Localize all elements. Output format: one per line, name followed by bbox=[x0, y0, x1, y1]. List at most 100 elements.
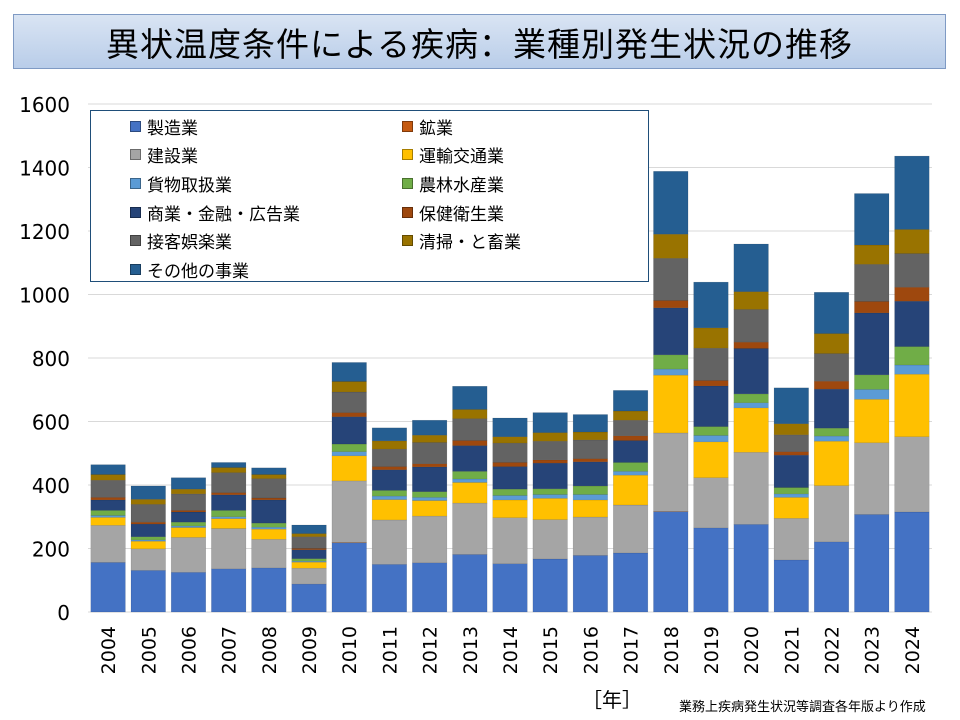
bar-segment bbox=[130, 521, 166, 525]
bar-segment bbox=[371, 466, 407, 471]
x-tick-label: 2005 bbox=[138, 626, 160, 674]
bar-segment bbox=[613, 504, 649, 554]
bar-segment bbox=[693, 380, 729, 387]
legend-item: 清掃・と畜業 bbox=[402, 228, 521, 254]
bar-stack-2012 bbox=[412, 419, 448, 613]
bar-segment bbox=[894, 155, 930, 230]
legend-swatch bbox=[130, 264, 141, 275]
bar-segment bbox=[130, 570, 166, 613]
bar-segment bbox=[211, 494, 247, 511]
bar-segment bbox=[733, 348, 769, 395]
bar-segment bbox=[412, 497, 448, 501]
bar-segment bbox=[371, 495, 407, 500]
bar-segment bbox=[733, 309, 769, 343]
legend-swatch bbox=[402, 149, 413, 161]
bar-segment bbox=[130, 548, 166, 571]
bar-segment bbox=[170, 477, 207, 490]
bar-segment bbox=[211, 492, 247, 496]
bar-segment bbox=[331, 455, 367, 482]
bar-segment bbox=[613, 474, 649, 506]
bar-segment bbox=[452, 440, 488, 446]
bar-segment bbox=[211, 472, 247, 493]
bar-segment bbox=[90, 479, 126, 498]
bar-segment bbox=[773, 451, 809, 456]
bar-segment bbox=[854, 193, 890, 246]
bar-segment bbox=[572, 431, 608, 441]
bar-segment bbox=[412, 500, 448, 517]
y-tick-label: 0 bbox=[57, 601, 70, 625]
bar-segment bbox=[291, 560, 327, 563]
bar-segment bbox=[291, 567, 327, 585]
bar-segment bbox=[532, 462, 568, 490]
bar-segment bbox=[813, 333, 850, 354]
bar-segment bbox=[492, 466, 528, 490]
bar-segment bbox=[90, 510, 126, 516]
x-tick-label: 2019 bbox=[701, 626, 723, 674]
bar-segment bbox=[251, 539, 287, 569]
bar-segment bbox=[733, 452, 769, 525]
bar-segment bbox=[572, 461, 608, 487]
bar-segment bbox=[613, 435, 649, 441]
x-tick-label: 2020 bbox=[741, 626, 763, 674]
legend-label: 接客娯楽業 bbox=[147, 233, 232, 254]
bar-segment bbox=[291, 549, 327, 559]
bar-segment bbox=[211, 518, 247, 529]
bar-segment bbox=[291, 558, 327, 562]
bar-segment bbox=[452, 471, 488, 480]
y-tick-label: 600 bbox=[32, 411, 70, 435]
bar-segment bbox=[492, 517, 528, 564]
bar-stack-2013 bbox=[452, 386, 488, 613]
bar-segment bbox=[532, 459, 568, 464]
bar-segment bbox=[854, 312, 890, 376]
bar-segment bbox=[773, 423, 809, 436]
bar-segment bbox=[90, 497, 126, 501]
bar-segment bbox=[693, 477, 729, 529]
bar-segment bbox=[371, 448, 407, 467]
bar-stack-2024 bbox=[894, 155, 930, 613]
legend-label: 保健衛生業 bbox=[419, 204, 504, 225]
bar-segment bbox=[492, 499, 528, 518]
bar-stack-2006 bbox=[170, 477, 207, 613]
chart-title: 異状温度条件による疾病：業種別発生状況の推移 bbox=[105, 24, 853, 64]
bar-segment bbox=[854, 264, 890, 302]
bar-segment bbox=[532, 412, 568, 433]
source-note: 業務上疾病発生状況等調査各年版より作成 bbox=[679, 700, 926, 715]
bar-segment bbox=[452, 554, 488, 613]
bar-stack-2007 bbox=[211, 462, 247, 613]
bar-segment bbox=[331, 381, 367, 393]
bar-segment bbox=[452, 418, 488, 441]
legend-item: 農林水産業 bbox=[402, 170, 504, 196]
bar-segment bbox=[291, 583, 327, 613]
x-tick-label: 2007 bbox=[219, 626, 241, 674]
bar-segment bbox=[773, 387, 809, 424]
bar-stack-2009 bbox=[291, 524, 327, 613]
bar-segment bbox=[90, 517, 126, 526]
bar-stack-2015 bbox=[532, 412, 568, 613]
bar-segment bbox=[733, 402, 769, 409]
bar-segment bbox=[90, 464, 126, 475]
bar-segment bbox=[572, 439, 608, 459]
y-tick-label: 1200 bbox=[19, 220, 70, 244]
bar-segment bbox=[693, 281, 729, 329]
bar-segment bbox=[894, 300, 930, 347]
y-tick-label: 200 bbox=[32, 538, 70, 562]
bar-segment bbox=[733, 407, 769, 453]
bar-segment bbox=[773, 454, 809, 488]
x-tick-label: 2004 bbox=[98, 626, 120, 674]
bar-segment bbox=[371, 469, 407, 491]
bar-segment bbox=[693, 426, 729, 436]
bar-segment bbox=[693, 441, 729, 478]
x-tick-label: 2011 bbox=[379, 626, 401, 674]
legend-swatch bbox=[402, 120, 413, 132]
bar-segment bbox=[894, 436, 930, 513]
bar-segment bbox=[773, 497, 809, 519]
bar-stack-2005 bbox=[130, 485, 166, 613]
x-tick-label: 2014 bbox=[500, 626, 522, 674]
bar-segment bbox=[854, 389, 890, 400]
bar-segment bbox=[412, 419, 448, 436]
bar-segment bbox=[733, 291, 769, 310]
bar-segment bbox=[170, 511, 207, 523]
x-tick-label: 2018 bbox=[661, 626, 683, 674]
bar-segment bbox=[532, 488, 568, 495]
x-tick-label: 2023 bbox=[862, 626, 884, 674]
